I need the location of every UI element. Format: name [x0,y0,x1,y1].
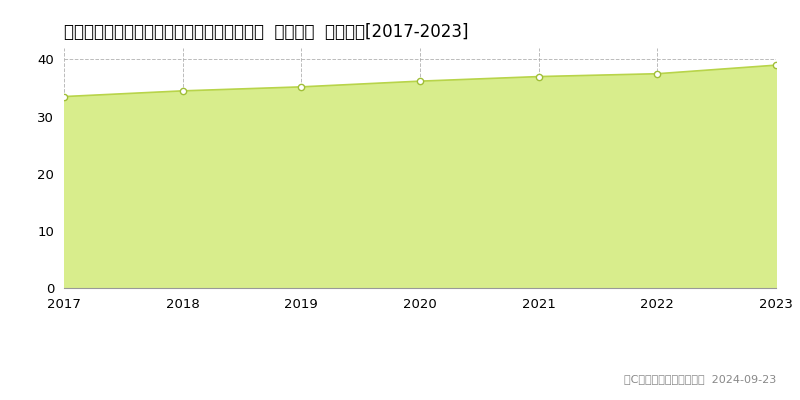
Text: （C）土地価格ドットコム  2024-09-23: （C）土地価格ドットコム 2024-09-23 [624,374,776,384]
Text: 兵庫県神戸市垂水区舞多聞西７丁目５番２０  公示地価  地価推移[2017-2023]: 兵庫県神戸市垂水区舞多聞西７丁目５番２０ 公示地価 地価推移[2017-2023… [64,23,469,41]
